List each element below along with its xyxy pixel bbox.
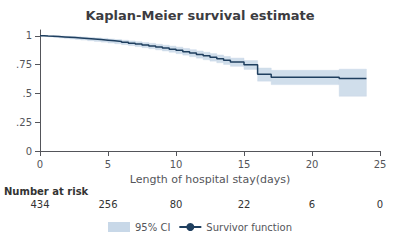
- svg-text:20: 20: [306, 159, 319, 170]
- svg-text:.25: .25: [16, 117, 32, 128]
- svg-text:22: 22: [238, 199, 251, 210]
- svg-text:6: 6: [309, 199, 315, 210]
- svg-text:25: 25: [374, 159, 387, 170]
- svg-text:Kaplan-Meier survival estimate: Kaplan-Meier survival estimate: [85, 8, 314, 23]
- svg-text:15: 15: [238, 159, 251, 170]
- svg-text:80: 80: [170, 199, 183, 210]
- svg-text:Survivor function: Survivor function: [206, 222, 292, 233]
- svg-text:5: 5: [105, 159, 111, 170]
- svg-text:0: 0: [37, 159, 43, 170]
- svg-text:0: 0: [26, 146, 32, 157]
- svg-text:Length of hospital stay(days): Length of hospital stay(days): [130, 173, 290, 186]
- svg-text:256: 256: [98, 199, 117, 210]
- svg-text:.5: .5: [22, 88, 32, 99]
- svg-text:Number at risk: Number at risk: [4, 186, 89, 197]
- svg-text:434: 434: [30, 199, 49, 210]
- svg-text:10: 10: [170, 159, 183, 170]
- svg-text:1: 1: [26, 30, 32, 41]
- svg-text:.75: .75: [16, 59, 32, 70]
- svg-text:0: 0: [377, 199, 383, 210]
- svg-text:95% CI: 95% CI: [135, 222, 170, 233]
